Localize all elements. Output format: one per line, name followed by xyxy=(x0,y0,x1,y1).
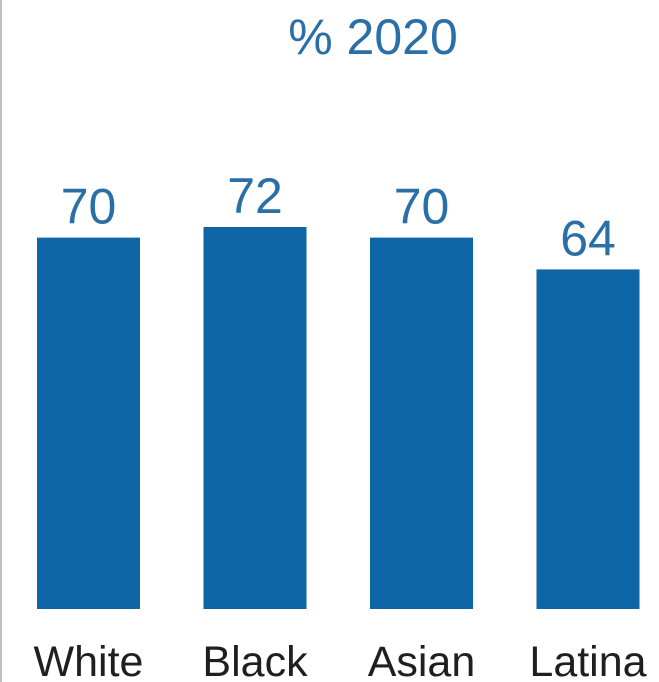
category-label-latina: Latina xyxy=(529,638,646,682)
data-labels-group: 70 72 70 64 xyxy=(61,168,616,266)
bar-asian xyxy=(370,237,473,609)
category-label-white: White xyxy=(34,638,144,682)
bar-white xyxy=(37,237,140,609)
data-label-white: 70 xyxy=(61,179,117,235)
data-label-black: 72 xyxy=(227,168,283,224)
category-labels-group: White Black Asian Latina xyxy=(34,638,647,682)
data-label-latina: 64 xyxy=(560,210,616,266)
data-label-asian: 70 xyxy=(394,179,450,235)
bar-latina xyxy=(536,269,640,609)
bars-group xyxy=(37,227,640,609)
category-label-asian: Asian xyxy=(368,638,476,682)
chart-title: % 2020 xyxy=(288,9,458,65)
category-label-black: Black xyxy=(202,638,308,682)
bar-black xyxy=(203,227,307,609)
